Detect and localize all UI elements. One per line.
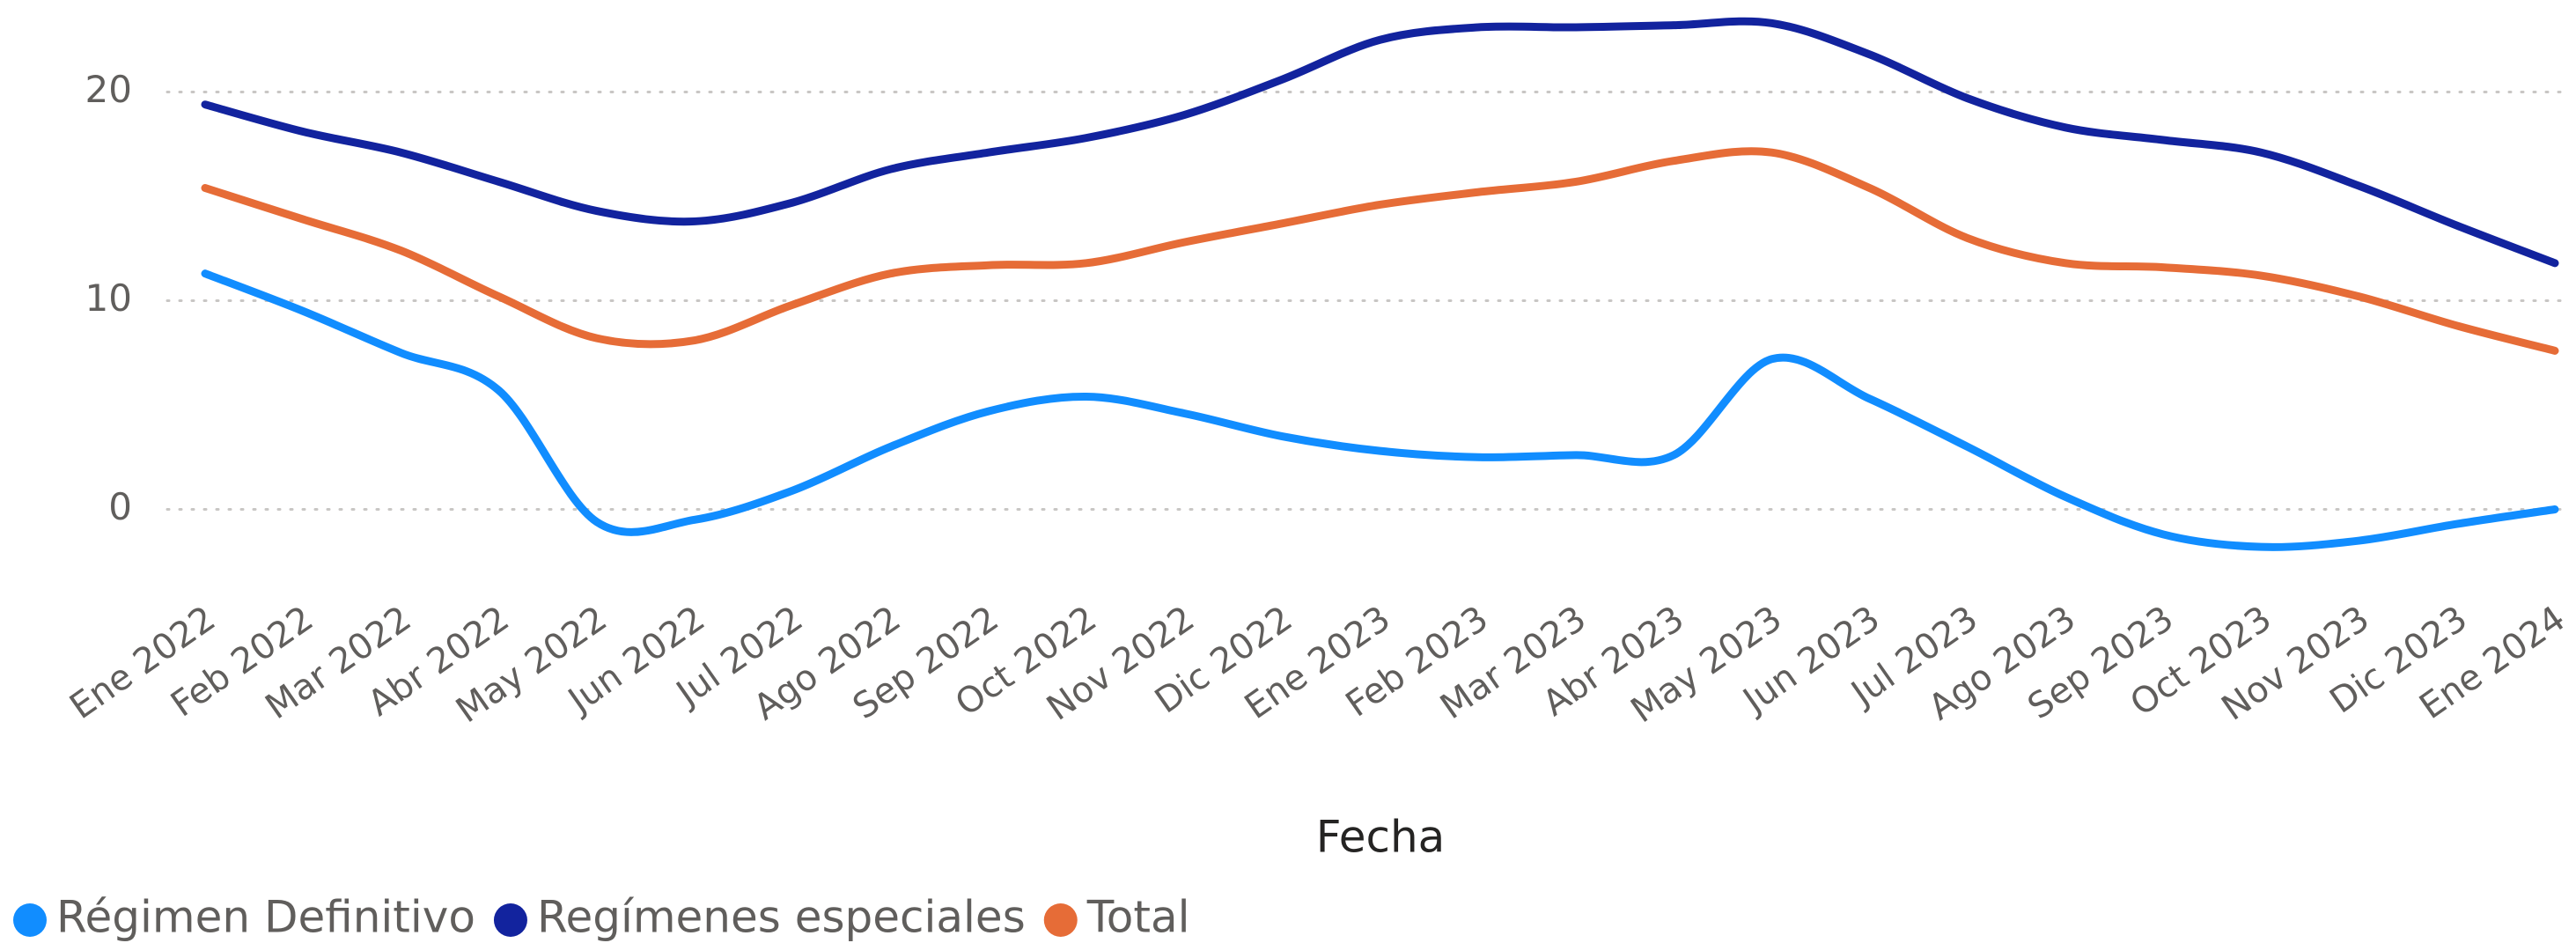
- legend-label: Total: [1086, 892, 1190, 943]
- series-line: [201, 269, 2559, 551]
- legend-item: Régimen Definitivo: [13, 892, 475, 943]
- y-tick-label: 20: [85, 68, 132, 111]
- legend-marker: [1043, 903, 1078, 937]
- legend-item: Regímenes especiales: [493, 892, 1026, 943]
- legend-label: Regímenes especiales: [537, 892, 1026, 943]
- y-tick-label: 0: [108, 485, 132, 528]
- legend-marker: [13, 903, 47, 937]
- legend-item: Total: [1043, 892, 1190, 943]
- legend-label: Régimen Definitivo: [56, 892, 475, 943]
- series-line: [201, 147, 2559, 355]
- legend-marker: [493, 903, 527, 937]
- x-axis-title: Fecha: [1316, 812, 1446, 863]
- y-tick-label: 10: [85, 276, 132, 320]
- series-line: [201, 17, 2559, 268]
